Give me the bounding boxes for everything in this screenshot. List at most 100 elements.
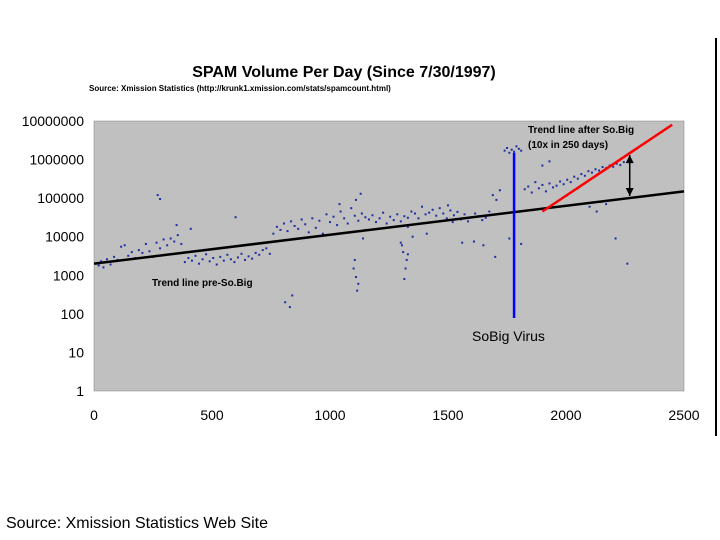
data-point — [109, 263, 112, 266]
data-point — [244, 258, 247, 261]
data-point — [598, 169, 601, 172]
data-point — [353, 258, 356, 261]
data-point — [442, 212, 445, 215]
data-point — [173, 240, 176, 243]
y-tick-label: 100000 — [37, 190, 84, 206]
data-point — [352, 267, 355, 270]
data-point — [236, 256, 239, 259]
data-point — [402, 251, 405, 254]
data-point — [127, 254, 130, 257]
data-point — [336, 224, 339, 227]
virus-label: SoBig Virus — [472, 328, 545, 344]
data-point — [190, 259, 193, 262]
data-point — [626, 262, 629, 265]
data-point — [400, 244, 403, 247]
data-point — [279, 228, 282, 231]
data-point — [594, 168, 597, 171]
data-point — [360, 212, 363, 215]
y-axis-ticks: 10000000 1000000 100000 10000 1000 100 10 1 — [22, 113, 85, 399]
gap-arrow — [625, 155, 634, 197]
data-point — [321, 232, 324, 235]
data-point — [339, 210, 342, 213]
trend-line-after-sobig — [541, 123, 673, 213]
gap-arrow-head-down — [625, 188, 634, 197]
data-point — [472, 240, 475, 243]
data-point — [573, 175, 576, 178]
data-point — [461, 241, 464, 244]
data-point — [555, 184, 558, 187]
data-point — [291, 294, 294, 297]
data-point — [307, 231, 310, 234]
data-point — [417, 217, 420, 220]
data-point — [403, 215, 406, 218]
data-point — [148, 250, 151, 253]
data-point — [544, 190, 547, 193]
data-point — [329, 221, 331, 224]
trend-lines — [93, 123, 685, 265]
data-point — [318, 219, 321, 222]
data-point — [180, 242, 183, 245]
data-point — [130, 251, 133, 254]
data-point — [293, 224, 296, 227]
data-point — [463, 213, 466, 216]
data-point — [566, 178, 569, 181]
x-axis-ticks: 0 500 1000 1500 2000 2500 — [90, 407, 700, 423]
data-point — [537, 187, 540, 190]
data-point — [406, 253, 409, 256]
data-point — [362, 237, 365, 240]
data-point — [354, 198, 357, 201]
data-point — [515, 145, 518, 148]
data-point — [189, 227, 192, 230]
data-point — [413, 212, 416, 215]
chart-title: SPAM Volume Per Day (Since 7/30/1997) — [192, 64, 496, 81]
data-point — [254, 251, 257, 254]
data-point — [588, 205, 591, 208]
data-point — [467, 220, 470, 223]
data-point — [406, 225, 409, 228]
data-point — [290, 220, 293, 223]
data-point — [222, 259, 225, 262]
data-point — [304, 223, 307, 226]
data-point — [338, 203, 341, 206]
data-point — [548, 182, 551, 185]
data-point — [208, 260, 211, 263]
x-tick-label: 1000 — [314, 407, 345, 423]
data-point — [482, 244, 485, 247]
data-point — [137, 249, 140, 252]
x-tick-label: 0 — [90, 407, 98, 423]
data-point — [399, 220, 402, 223]
trend-pre-label: Trend line pre-So.Big — [152, 278, 253, 289]
data-point — [580, 173, 583, 176]
data-point — [527, 185, 530, 188]
data-point — [297, 227, 300, 230]
data-point — [343, 217, 346, 220]
data-point — [605, 203, 608, 206]
data-point — [105, 258, 108, 261]
data-point — [576, 177, 579, 180]
data-point — [378, 217, 381, 220]
data-point — [523, 188, 526, 191]
data-point — [113, 255, 116, 258]
data-point — [424, 213, 427, 216]
data-point — [325, 213, 328, 216]
data-point — [356, 289, 359, 292]
data-point — [615, 162, 618, 165]
data-point — [350, 207, 353, 210]
data-point — [265, 247, 268, 250]
data-point — [261, 249, 264, 252]
data-point — [449, 209, 452, 212]
data-point — [403, 278, 406, 281]
x-tick-label: 2000 — [550, 407, 581, 423]
data-point — [176, 234, 179, 237]
data-point — [399, 241, 402, 244]
data-point — [240, 252, 243, 255]
data-point — [392, 219, 395, 222]
y-tick-label: 1000 — [53, 267, 84, 283]
data-point — [590, 171, 593, 174]
data-point — [569, 181, 572, 184]
data-point — [375, 221, 378, 224]
data-point — [517, 147, 520, 150]
footer-source: Source: Xmission Statistics Web Site — [6, 515, 269, 532]
data-point — [474, 212, 477, 215]
data-point — [396, 213, 399, 216]
